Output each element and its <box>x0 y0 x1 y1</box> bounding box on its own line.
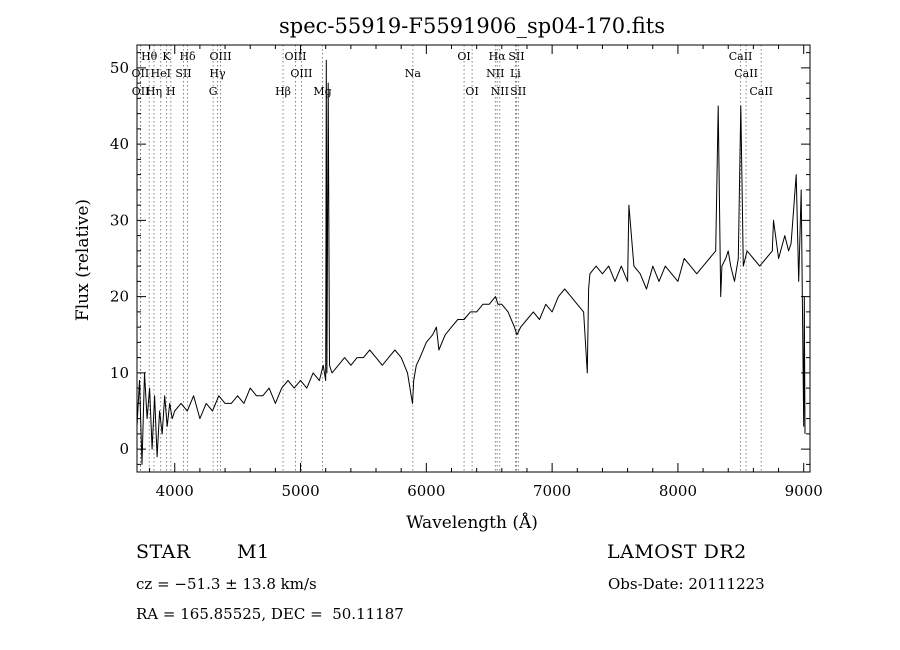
y-tick-label-50: 50 <box>110 59 129 77</box>
spectrum-line <box>136 59 806 465</box>
x-tick-label-5000: 5000 <box>281 482 319 500</box>
y-tick-label-40: 40 <box>110 135 129 153</box>
line-marker-label-5: OI <box>457 50 470 63</box>
line-marker-label-27: CaII <box>749 85 773 98</box>
y-axis-ticks: 0 10 20 30 40 50 <box>110 52 810 465</box>
y-tick-label-10: 10 <box>110 364 129 382</box>
line-marker-label-3: OIII <box>209 50 231 63</box>
plot-frame <box>136 44 811 473</box>
line-marker-label-6: Hα <box>489 50 507 63</box>
line-marker-label-10: HeI <box>151 67 171 80</box>
line-marker-label-26: SII <box>510 85 526 98</box>
line-marker-label-0: Hθ <box>141 50 158 63</box>
line-marker-label-18: OII <box>132 85 150 98</box>
line-marker-label-2: Hδ <box>179 50 196 63</box>
x-tick-label-7000: 7000 <box>533 482 571 500</box>
line-marker-label-16: Li <box>510 67 521 80</box>
line-marker-label-9: OII <box>132 67 150 80</box>
y-tick-label-0: 0 <box>119 440 129 458</box>
y-axis-label: Flux (relative) <box>73 199 93 321</box>
line-marker-lines <box>139 45 762 472</box>
line-marker-label-22: Hβ <box>275 85 291 98</box>
observation-date: Obs-Date: 20111223 <box>608 575 765 593</box>
y-tick-label-20: 20 <box>110 288 129 306</box>
line-marker-label-8: CaII <box>729 50 753 63</box>
redshift-cz: cz = −51.3 ± 13.8 km/s <box>136 575 317 593</box>
line-marker-label-25: NII <box>491 85 509 98</box>
line-marker-label-13: OIII <box>290 67 312 80</box>
line-marker-label-17: CaII <box>734 67 758 80</box>
object-class: STAR <box>136 541 191 563</box>
coordinates: RA = 165.85525, DEC = 50.11187 <box>136 605 404 623</box>
x-axis-ticks: 4000 5000 6000 7000 8000 9000 <box>149 45 823 500</box>
spectrum-series <box>136 59 806 465</box>
line-marker-label-20: H <box>166 85 176 98</box>
object-subclass: M1 <box>237 541 270 563</box>
line-marker-label-19: Hη <box>146 85 162 98</box>
line-marker-label-4: OIII <box>284 50 306 63</box>
line-marker-label-7: SII <box>508 50 524 63</box>
line-marker-label-14: Na <box>405 67 422 80</box>
line-marker-label-21: G <box>209 85 218 98</box>
x-axis-label: Wavelength (Å) <box>406 512 538 533</box>
survey-name: LAMOST DR2 <box>607 541 747 563</box>
x-tick-label-4000: 4000 <box>156 482 194 500</box>
x-tick-label-8000: 8000 <box>659 482 697 500</box>
y-tick-label-30: 30 <box>110 211 129 229</box>
x-tick-label-9000: 9000 <box>785 482 823 500</box>
x-tick-label-6000: 6000 <box>407 482 445 500</box>
line-marker-label-15: NII <box>486 67 504 80</box>
line-marker-label-23: Mg <box>313 85 331 98</box>
line-marker-label-11: SII <box>175 67 191 80</box>
line-marker-label-24: OI <box>465 85 478 98</box>
line-marker-label-1: K <box>162 50 171 63</box>
line-marker-label-12: Hγ <box>209 67 226 80</box>
chart-title: spec-55919-F5591906_sp04-170.fits <box>279 14 665 38</box>
